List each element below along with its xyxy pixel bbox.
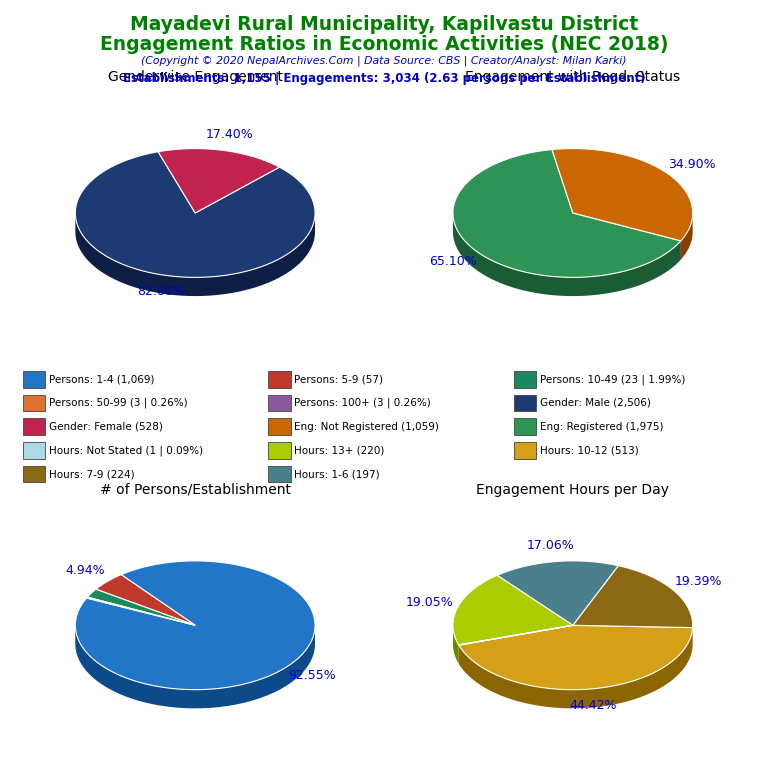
Polygon shape: [87, 597, 195, 625]
FancyBboxPatch shape: [515, 442, 536, 458]
Text: Hours: 1-6 (197): Hours: 1-6 (197): [294, 469, 380, 479]
Polygon shape: [497, 561, 618, 625]
Text: Eng: Registered (1,975): Eng: Registered (1,975): [540, 422, 664, 432]
Text: Mayadevi Rural Municipality, Kapilvastu District: Mayadevi Rural Municipality, Kapilvastu …: [130, 15, 638, 35]
Text: 17.40%: 17.40%: [206, 128, 253, 141]
Text: 44.42%: 44.42%: [570, 699, 617, 711]
FancyBboxPatch shape: [23, 442, 45, 458]
Polygon shape: [573, 566, 693, 627]
Polygon shape: [552, 148, 693, 241]
Text: Gender: Female (528): Gender: Female (528): [48, 422, 162, 432]
Text: (Copyright © 2020 NepalArchives.Com | Data Source: CBS | Creator/Analyst: Milan : (Copyright © 2020 NepalArchives.Com | Da…: [141, 55, 627, 66]
FancyBboxPatch shape: [23, 395, 45, 412]
Text: 19.39%: 19.39%: [675, 575, 723, 588]
Polygon shape: [75, 213, 315, 296]
Text: Persons: 5-9 (57): Persons: 5-9 (57): [294, 374, 383, 384]
Polygon shape: [453, 624, 458, 664]
Text: 34.90%: 34.90%: [668, 158, 716, 170]
Polygon shape: [88, 589, 195, 625]
Text: 4.94%: 4.94%: [65, 564, 105, 577]
Text: 17.06%: 17.06%: [527, 539, 574, 552]
FancyBboxPatch shape: [269, 395, 290, 412]
FancyBboxPatch shape: [23, 466, 45, 482]
Title: Engagement with Regd. Status: Engagement with Regd. Status: [465, 71, 680, 84]
Polygon shape: [453, 213, 681, 296]
Polygon shape: [75, 561, 315, 690]
FancyBboxPatch shape: [515, 371, 536, 388]
Text: Persons: 10-49 (23 | 1.99%): Persons: 10-49 (23 | 1.99%): [540, 374, 685, 385]
FancyBboxPatch shape: [23, 371, 45, 388]
FancyBboxPatch shape: [23, 419, 45, 435]
FancyBboxPatch shape: [515, 419, 536, 435]
FancyBboxPatch shape: [515, 395, 536, 412]
Polygon shape: [458, 625, 573, 645]
FancyBboxPatch shape: [269, 419, 290, 435]
Text: 19.05%: 19.05%: [406, 596, 453, 609]
Polygon shape: [75, 624, 315, 708]
Text: Gender: Male (2,506): Gender: Male (2,506): [540, 398, 651, 408]
Text: 92.55%: 92.55%: [289, 669, 336, 682]
Title: # of Persons/Establishment: # of Persons/Establishment: [100, 482, 290, 497]
FancyBboxPatch shape: [269, 371, 290, 388]
FancyBboxPatch shape: [269, 442, 290, 458]
Title: Genderwise Engagement: Genderwise Engagement: [108, 71, 283, 84]
Text: Hours: 13+ (220): Hours: 13+ (220): [294, 445, 385, 455]
Text: Persons: 1-4 (1,069): Persons: 1-4 (1,069): [48, 374, 154, 384]
Text: Hours: 10-12 (513): Hours: 10-12 (513): [540, 445, 639, 455]
Polygon shape: [96, 574, 195, 625]
Text: Hours: Not Stated (1 | 0.09%): Hours: Not Stated (1 | 0.09%): [48, 445, 203, 455]
Polygon shape: [453, 575, 573, 645]
Polygon shape: [681, 211, 693, 260]
FancyBboxPatch shape: [269, 466, 290, 482]
Polygon shape: [75, 152, 315, 277]
Text: Hours: 7-9 (224): Hours: 7-9 (224): [48, 469, 134, 479]
Text: 65.10%: 65.10%: [429, 255, 477, 268]
Polygon shape: [453, 150, 681, 277]
Polygon shape: [458, 625, 693, 690]
Text: 82.60%: 82.60%: [137, 285, 184, 298]
Text: Engagement Ratios in Economic Activities (NEC 2018): Engagement Ratios in Economic Activities…: [100, 35, 668, 54]
Polygon shape: [158, 148, 280, 213]
Polygon shape: [458, 627, 693, 708]
Text: Eng: Not Registered (1,059): Eng: Not Registered (1,059): [294, 422, 439, 432]
Text: Persons: 50-99 (3 | 0.26%): Persons: 50-99 (3 | 0.26%): [48, 398, 187, 409]
Text: Persons: 100+ (3 | 0.26%): Persons: 100+ (3 | 0.26%): [294, 398, 431, 409]
Title: Engagement Hours per Day: Engagement Hours per Day: [476, 482, 670, 497]
Text: Establishments: 1,155 | Engagements: 3,034 (2.63 persons per Establishment): Establishments: 1,155 | Engagements: 3,0…: [123, 72, 645, 85]
